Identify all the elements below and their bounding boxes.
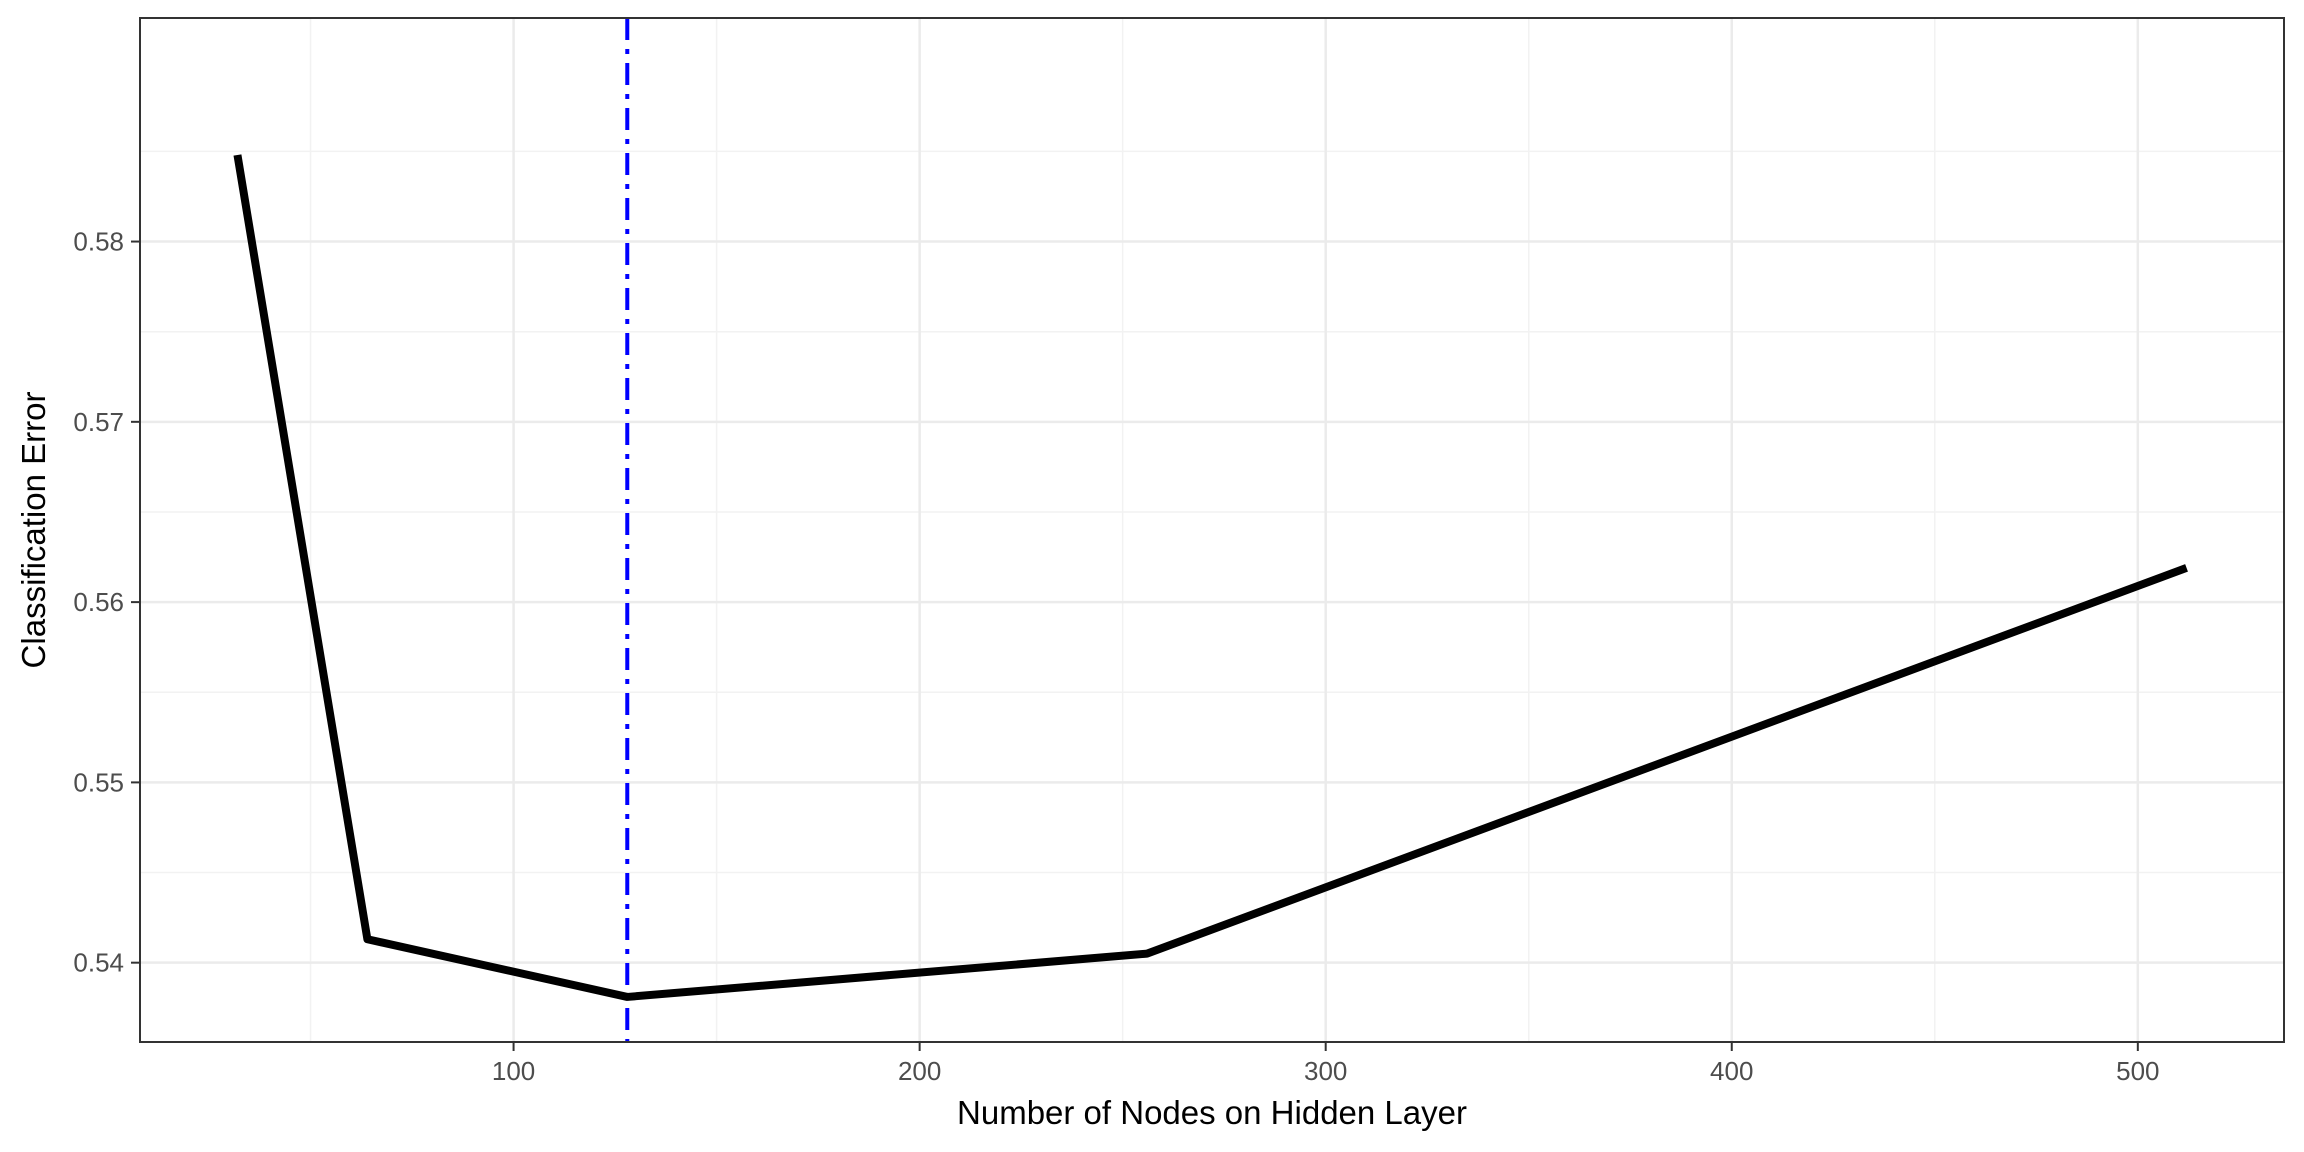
series-layer [233,154,2188,1001]
tick-labels: 100 200 300 400 500 0.54 0.55 0.56 0.57 0.58 [73,227,2159,1086]
x-axis-title: Number of Nodes on Hidden Layer [957,1094,1467,1131]
x-tick-label: 400 [1710,1056,1753,1086]
x-tick-label: 100 [492,1056,535,1086]
x-tick-label: 500 [2116,1056,2159,1086]
y-tick-label: 0.56 [73,587,124,617]
grid [140,18,2284,1042]
y-tick-label: 0.58 [73,227,124,257]
y-tick-label: 0.54 [73,948,124,978]
series-line [233,154,2188,1001]
y-axis-title: Classification Error [15,392,52,669]
plot-panel-border [139,17,2285,1043]
y-tick-label: 0.55 [73,767,124,797]
y-tick-label: 0.57 [73,407,124,437]
axis-ticks [131,240,2139,1051]
x-tick-label: 300 [1304,1056,1347,1086]
x-tick-label: 200 [898,1056,941,1086]
